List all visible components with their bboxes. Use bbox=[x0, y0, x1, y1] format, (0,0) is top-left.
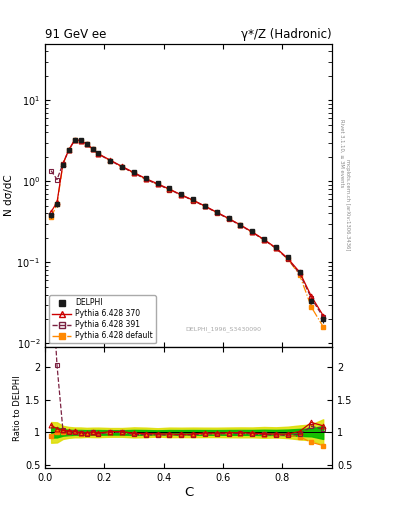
X-axis label: C: C bbox=[184, 486, 193, 499]
Y-axis label: Ratio to DELPHI: Ratio to DELPHI bbox=[13, 375, 22, 441]
Text: DELPHI_1996_S3430090: DELPHI_1996_S3430090 bbox=[185, 326, 261, 332]
Text: mcplots.cern.ch [arXiv:1306.3436]: mcplots.cern.ch [arXiv:1306.3436] bbox=[345, 159, 351, 250]
Y-axis label: N dσ/dC: N dσ/dC bbox=[4, 175, 14, 216]
Text: Rivet 3.1.10, ≥ 3M events: Rivet 3.1.10, ≥ 3M events bbox=[339, 119, 344, 188]
Text: 91 GeV ee: 91 GeV ee bbox=[45, 28, 107, 41]
Legend: DELPHI, Pythia 6.428 370, Pythia 6.428 391, Pythia 6.428 default: DELPHI, Pythia 6.428 370, Pythia 6.428 3… bbox=[49, 295, 156, 343]
Text: γ*/Z (Hadronic): γ*/Z (Hadronic) bbox=[241, 28, 332, 41]
